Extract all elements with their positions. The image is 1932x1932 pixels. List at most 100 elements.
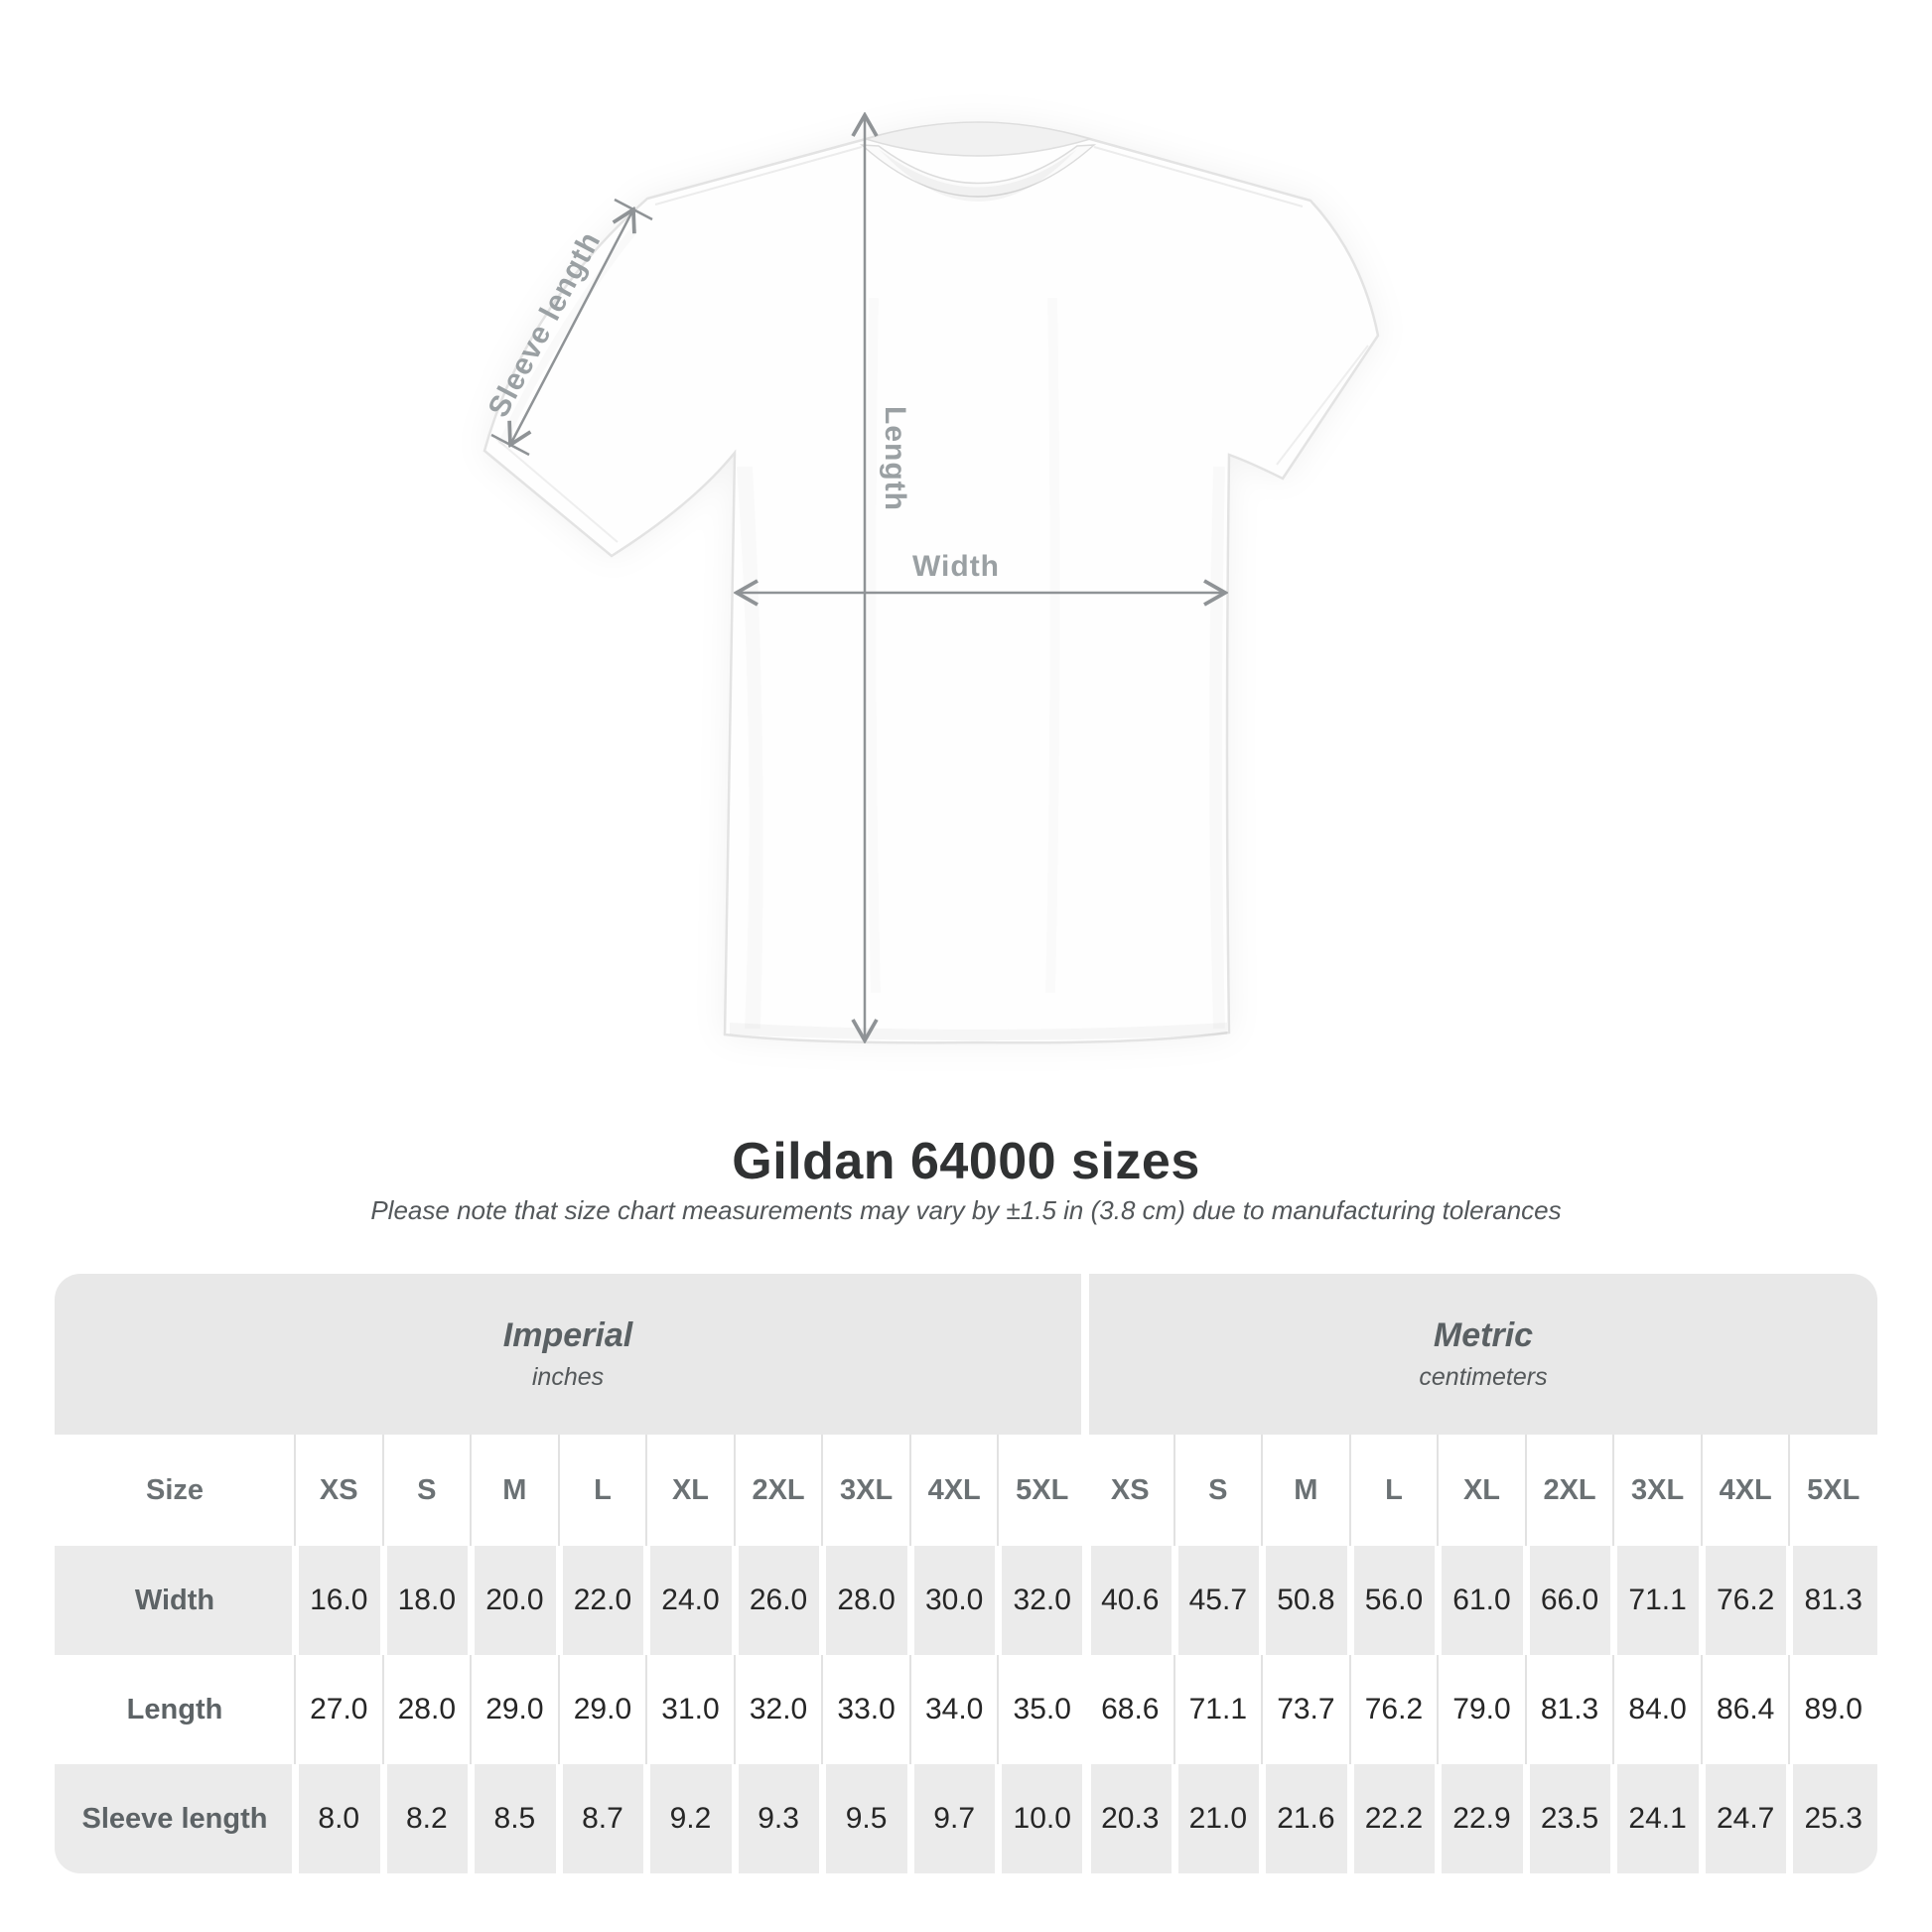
table-row: Sleeve length 8.0 8.2 8.5 8.7 9.2 9.3 9.5 9.7 10.… [55, 1764, 1877, 1873]
size-header-cell: 3XL [821, 1435, 910, 1546]
collar-shadow [879, 149, 1077, 202]
table-cell: 34.0 [908, 1655, 999, 1764]
width-dimension-label: Width [911, 550, 1001, 583]
table-cell: 9.3 [731, 1764, 823, 1873]
table-row: Width 16.0 18.0 20.0 22.0 24.0 26.0 28.0 30.0 32.… [55, 1546, 1877, 1655]
table-cell: 76.2 [1698, 1546, 1790, 1655]
size-header-cell: 4XL [1700, 1435, 1790, 1546]
table-cell: 24.1 [1610, 1764, 1702, 1873]
table-cell: 68.6 [1082, 1655, 1174, 1764]
table-cell: 40.6 [1082, 1546, 1174, 1655]
size-header-cell: L [557, 1435, 647, 1546]
dimension-arrows [490, 115, 1225, 1040]
table-cell: 21.6 [1259, 1764, 1350, 1873]
size-header-cell: XL [645, 1435, 735, 1546]
table-cell: 18.0 [379, 1546, 472, 1655]
sleeve-arrow-end-tick [490, 433, 530, 457]
size-header-cell: L [1348, 1435, 1439, 1546]
sleeve-length-arrow [510, 209, 633, 445]
table-cell: 84.0 [1612, 1655, 1702, 1764]
table-cell: 89.0 [1788, 1655, 1877, 1764]
table-cell: 29.0 [470, 1655, 559, 1764]
table-cell: 27.0 [294, 1655, 383, 1764]
table-cell: 76.2 [1348, 1655, 1439, 1764]
table-cell: 26.0 [731, 1546, 823, 1655]
section-header-band: Imperial inches Metric centimeters [55, 1274, 1877, 1435]
table-cell: 8.0 [292, 1764, 383, 1873]
size-header-cell: 5XL [997, 1435, 1086, 1546]
table-cell: 79.0 [1437, 1655, 1526, 1764]
table-cell: 22.9 [1435, 1764, 1526, 1873]
table-cell: 71.1 [1610, 1546, 1702, 1655]
size-header-cell: M [1261, 1435, 1350, 1546]
page-title: Gildan 64000 sizes [732, 1133, 1200, 1190]
table-cell: 61.0 [1435, 1546, 1526, 1655]
table-cell: 24.7 [1698, 1764, 1790, 1873]
table-cell: 33.0 [821, 1655, 910, 1764]
table-cell: 30.0 [906, 1546, 999, 1655]
table-row: Size XS S M L XL 2XL 3XL 4XL 5XL XS S M L XL 2XL 3XL 4XL 5… [55, 1435, 1877, 1546]
table-cell: 86.4 [1700, 1655, 1790, 1764]
size-header-cell: XS [1082, 1435, 1174, 1546]
table-cell: 56.0 [1346, 1546, 1439, 1655]
size-header-cell: 5XL [1788, 1435, 1877, 1546]
table-cell: 28.0 [819, 1546, 910, 1655]
table-cell: 50.8 [1259, 1546, 1350, 1655]
table-cell: 16.0 [292, 1546, 383, 1655]
size-header-cell: 3XL [1612, 1435, 1702, 1546]
size-table-rows: Size XS S M L XL 2XL 3XL 4XL 5XL XS S M L XL 2XL 3XL 4XL 5… [55, 1435, 1877, 1873]
sleeve-arrow-start-tick [614, 198, 653, 221]
table-cell: 8.5 [468, 1764, 559, 1873]
table-row: Length 27.0 28.0 29.0 29.0 31.0 32.0 33.0 34.0 35… [55, 1655, 1877, 1764]
table-cell: 29.0 [557, 1655, 647, 1764]
table-cell: 20.0 [468, 1546, 559, 1655]
table-cell: 23.5 [1522, 1764, 1614, 1873]
table-cell: 81.3 [1524, 1655, 1614, 1764]
table-cell: 25.3 [1786, 1764, 1877, 1873]
size-header-cell: S [381, 1435, 472, 1546]
table-cell: 8.2 [379, 1764, 472, 1873]
metric-section-unit: centimeters [1419, 1363, 1548, 1391]
metric-section-header: Metric centimeters [1089, 1274, 1877, 1435]
table-cell: 45.7 [1171, 1546, 1263, 1655]
table-cell: 8.7 [555, 1764, 647, 1873]
table-cell: 9.5 [819, 1764, 910, 1873]
size-header-cell: 2XL [733, 1435, 823, 1546]
size-header-cell: XL [1437, 1435, 1526, 1546]
table-cell: 81.3 [1786, 1546, 1877, 1655]
table-cell: 24.0 [643, 1546, 735, 1655]
size-header-cell: XS [294, 1435, 383, 1546]
size-header-cell: S [1173, 1435, 1263, 1546]
table-cell: 9.2 [643, 1764, 735, 1873]
table-cell: 28.0 [381, 1655, 472, 1764]
table-cell: 22.0 [555, 1546, 647, 1655]
table-cell: 32.0 [995, 1546, 1086, 1655]
row-label: Length [126, 1693, 223, 1725]
size-column-header: Size [145, 1473, 205, 1506]
table-cell: 21.0 [1171, 1764, 1263, 1873]
table-cell: 9.7 [906, 1764, 999, 1873]
collar-band [859, 144, 1097, 198]
collar-back [863, 121, 1093, 157]
imperial-section-title: Imperial [502, 1316, 633, 1354]
metric-section-title: Metric [1433, 1316, 1534, 1354]
tolerance-note: Please note that size chart measurements… [370, 1195, 1562, 1225]
size-header-cell: 4XL [908, 1435, 999, 1546]
table-cell: 66.0 [1522, 1546, 1614, 1655]
table-cell: 20.3 [1082, 1764, 1174, 1873]
row-label: Sleeve length [81, 1802, 268, 1835]
imperial-section-unit: inches [531, 1363, 605, 1391]
table-cell: 10.0 [995, 1764, 1086, 1873]
table-cell: 35.0 [997, 1655, 1086, 1764]
table-cell: 31.0 [645, 1655, 735, 1764]
length-dimension-label: Length [879, 406, 911, 511]
imperial-section-header: Imperial inches [55, 1274, 1081, 1435]
table-cell: 32.0 [733, 1655, 823, 1764]
row-label: Width [134, 1584, 215, 1616]
table-cell: 22.2 [1346, 1764, 1439, 1873]
size-header-cell: 2XL [1524, 1435, 1614, 1546]
size-header-cell: M [470, 1435, 559, 1546]
size-table: Imperial inches Metric centimeters Size X… [55, 1274, 1877, 1873]
